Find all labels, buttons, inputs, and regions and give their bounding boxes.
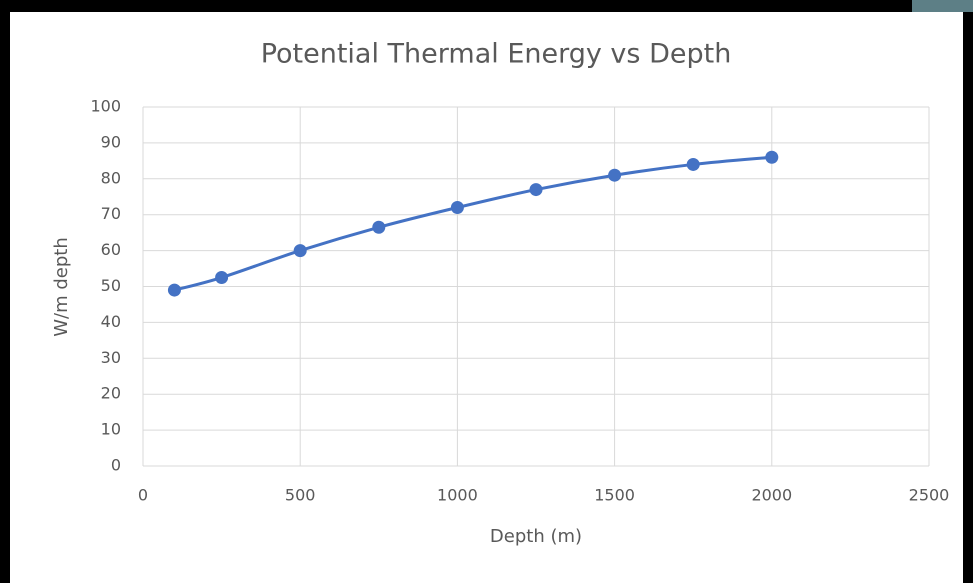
chart-area: [10, 12, 963, 583]
x-axis-label: Depth (m): [490, 526, 582, 547]
data-point: [167, 283, 181, 297]
y-tick-label: 40: [101, 312, 121, 331]
data-point: [529, 183, 543, 197]
y-tick-label: 100: [90, 97, 121, 116]
x-tick-label: 1000: [437, 486, 478, 505]
y-tick-label: 60: [101, 240, 121, 259]
x-tick-label: 2500: [909, 486, 950, 505]
y-tick-label: 70: [101, 204, 121, 223]
y-tick-label: 50: [101, 276, 121, 295]
x-tick-label: 1500: [594, 486, 635, 505]
y-tick-label: 10: [101, 420, 121, 439]
data-point: [293, 244, 307, 258]
x-tick-label: 500: [285, 486, 316, 505]
chart-title: Potential Thermal Energy vs Depth: [261, 39, 732, 70]
y-tick-label: 80: [101, 168, 121, 187]
background-image-edge: [912, 0, 973, 12]
x-tick-label: 0: [138, 486, 148, 505]
y-tick-label: 30: [101, 348, 121, 367]
data-point: [686, 157, 700, 171]
data-point: [372, 220, 386, 234]
data-point: [215, 271, 229, 285]
y-axis-label: W/m depth: [51, 237, 72, 337]
y-tick-label: 90: [101, 132, 121, 151]
data-point: [765, 150, 779, 164]
data-point: [450, 201, 464, 215]
y-tick-label: 20: [101, 384, 121, 403]
x-tick-label: 2000: [751, 486, 792, 505]
data-point: [608, 168, 622, 182]
y-tick-label: 0: [111, 456, 121, 475]
